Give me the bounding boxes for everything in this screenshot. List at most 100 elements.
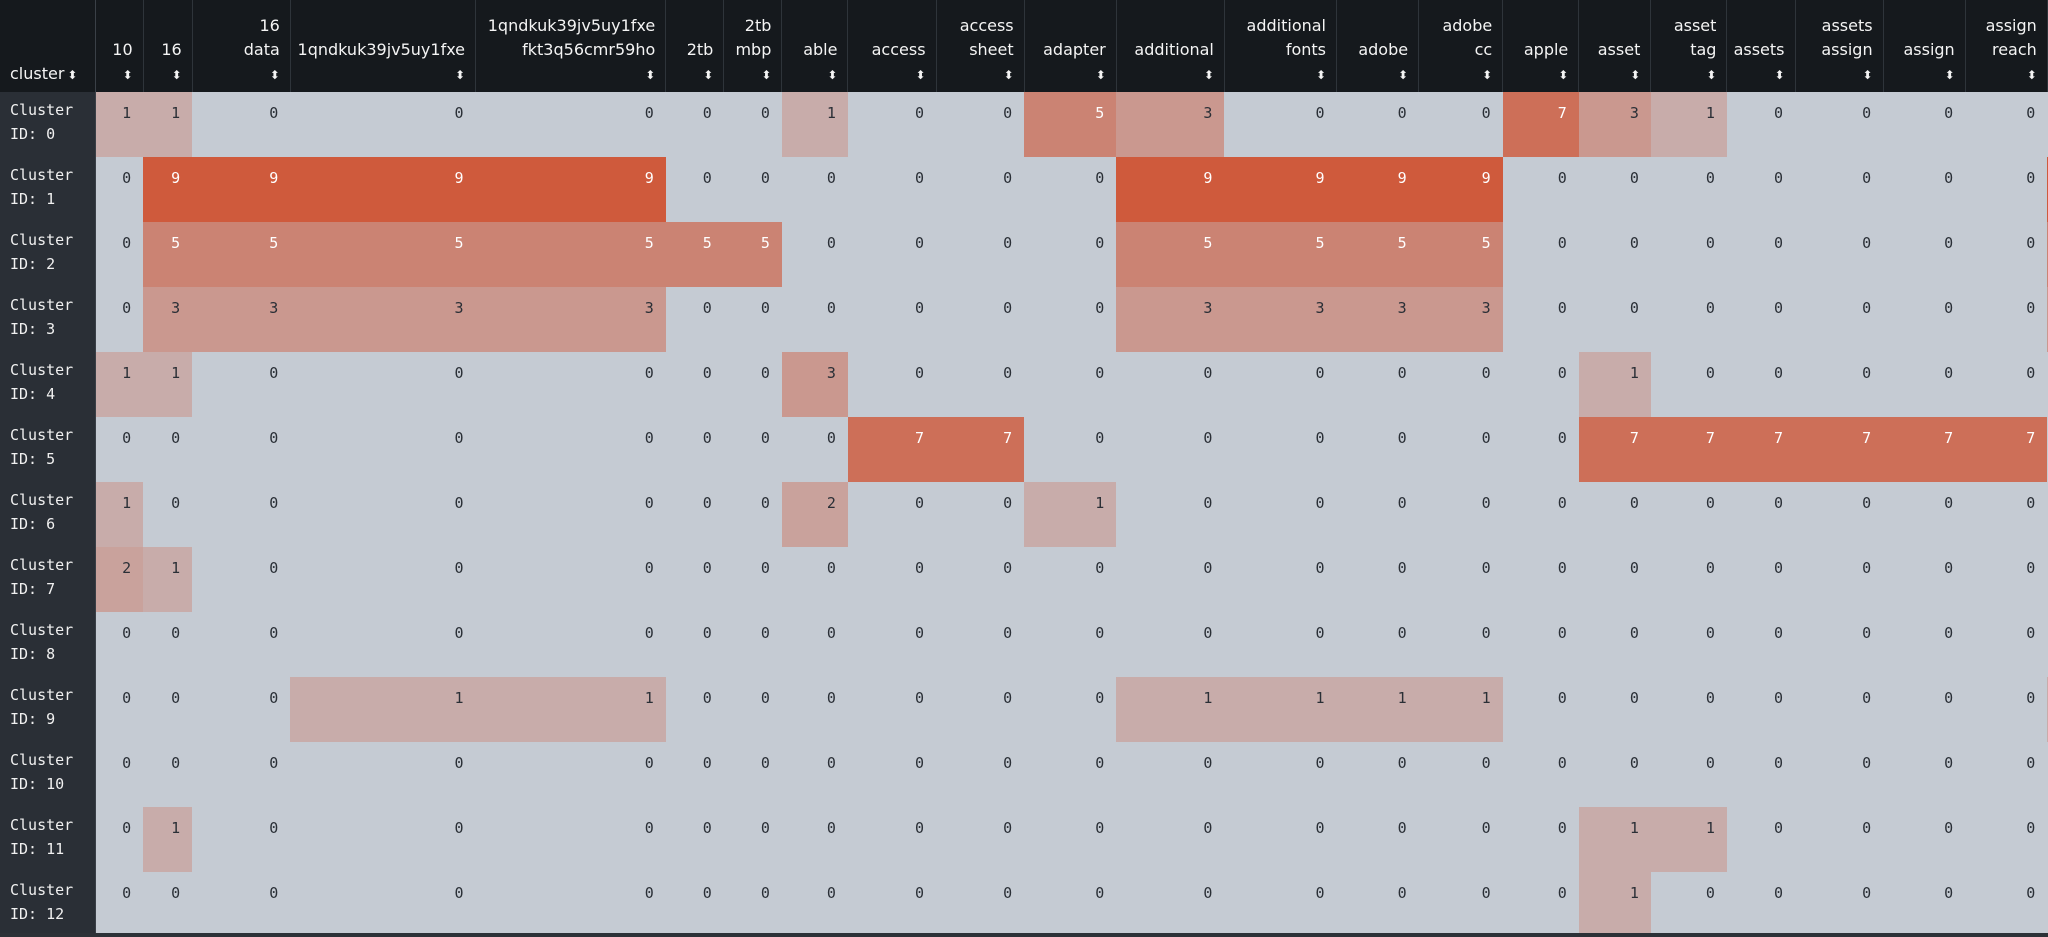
column-header-additional[interactable]: additional ⬍	[1116, 0, 1225, 92]
sort-icon[interactable]: ⬍	[1944, 67, 1955, 82]
sort-icon[interactable]: ⬍	[67, 67, 78, 82]
column-header-assign_reach[interactable]: assign reach ⬍	[1965, 0, 2048, 92]
column-header-10[interactable]: 10 ⬍	[95, 0, 144, 92]
heatmap-cell: 0	[1116, 807, 1225, 872]
heatmap-cell: 0	[936, 222, 1025, 287]
sort-icon[interactable]: ⬍	[761, 67, 772, 82]
sort-icon[interactable]: ⬍	[1630, 67, 1641, 82]
column-header-adobe_cc[interactable]: adobe cc ⬍	[1418, 0, 1504, 92]
heatmap-cell: 3	[1336, 287, 1419, 352]
heatmap-cell: 0	[936, 157, 1025, 222]
heatmap-cell: 5	[1024, 92, 1117, 157]
sort-icon[interactable]: ⬍	[269, 67, 280, 82]
heatmap-cell: 9	[143, 157, 193, 222]
heatmap-cell: 0	[936, 482, 1025, 547]
column-header-assign[interactable]: assign ⬍	[1883, 0, 1966, 92]
sort-icon[interactable]: ⬍	[454, 67, 466, 82]
heatmap-cell: 0	[1578, 287, 1651, 352]
column-header-access_sheet[interactable]: access sheet ⬍	[936, 0, 1025, 92]
heatmap-cell: 0	[847, 482, 937, 547]
heatmap-cell: 0	[475, 742, 666, 807]
column-header-2tb[interactable]: 2tb ⬍	[665, 0, 725, 92]
sort-icon[interactable]: ⬍	[1774, 67, 1785, 82]
heatmap-cell: 0	[1795, 807, 1884, 872]
heatmap-cell: 0	[95, 612, 144, 677]
heatmap-cell: 0	[95, 872, 144, 937]
column-header-adapter[interactable]: adapter ⬍	[1024, 0, 1117, 92]
heatmap-cell: 0	[95, 742, 144, 807]
sort-icon[interactable]: ⬍	[1315, 67, 1326, 82]
column-header-16_data[interactable]: 16 data ⬍	[192, 0, 291, 92]
heatmap-cell: 0	[290, 807, 476, 872]
column-header-h1[interactable]: 1qndkuk39jv5uy1fxe ⬍	[290, 0, 477, 92]
sort-icon[interactable]: ⬍	[915, 67, 926, 82]
heatmap-cell: 0	[475, 547, 666, 612]
heatmap-cell: 1	[1578, 352, 1651, 417]
sort-icon[interactable]: ⬍	[1203, 67, 1214, 82]
column-header-access[interactable]: access ⬍	[847, 0, 937, 92]
heatmap-cell: 0	[1883, 677, 1966, 742]
sort-icon[interactable]: ⬍	[1095, 67, 1106, 82]
column-header-assets[interactable]: assets ⬍	[1726, 0, 1796, 92]
heatmap-cell: 0	[290, 352, 476, 417]
sort-icon[interactable]: ⬍	[827, 67, 838, 82]
sort-icon[interactable]: ⬍	[1003, 67, 1014, 82]
sort-icon[interactable]: ⬍	[1706, 67, 1717, 82]
heatmap-cell: 1	[1578, 872, 1651, 937]
sort-icon[interactable]: ⬍	[645, 67, 656, 82]
sort-icon[interactable]: ⬍	[1398, 67, 1409, 82]
column-header-cluster[interactable]: cluster ⬍	[0, 0, 96, 92]
row-header-cluster-id: Cluster ID: 5	[0, 417, 96, 482]
heatmap-cell: 0	[665, 742, 724, 807]
heatmap-cell: 0	[847, 352, 937, 417]
column-header-asset_tag[interactable]: asset tag ⬍	[1650, 0, 1728, 92]
heatmap-cell: 0	[1502, 482, 1579, 547]
heatmap-cell: 0	[1336, 417, 1419, 482]
sort-icon[interactable]: ⬍	[1558, 67, 1569, 82]
sort-icon[interactable]: ⬍	[1482, 67, 1493, 82]
row-header-cluster-id: Cluster ID: 9	[0, 677, 96, 742]
heatmap-cell: 0	[1502, 677, 1579, 742]
heatmap-cell: 0	[1650, 547, 1727, 612]
column-header-16[interactable]: 16 ⬍	[143, 0, 193, 92]
column-header-h2[interactable]: 1qndkuk39jv5uy1fxe fkt3q56cmr59ho ⬍	[475, 0, 667, 92]
heatmap-cell: 0	[1795, 352, 1884, 417]
heatmap-cell: 1	[143, 547, 193, 612]
heatmap-cell: 0	[723, 872, 782, 937]
heatmap-cell: 1	[1650, 92, 1727, 157]
column-header-asset[interactable]: asset ⬍	[1578, 0, 1652, 92]
heatmap-cell: 0	[95, 417, 144, 482]
sort-icon[interactable]: ⬍	[2026, 67, 2037, 82]
horizontal-scrollbar-track[interactable]	[0, 933, 2048, 937]
heatmap-cell: 0	[290, 872, 476, 937]
column-header-2tb_mbp[interactable]: 2tb mbp ⬍	[723, 0, 783, 92]
column-header-additional_fonts[interactable]: additional fonts ⬍	[1224, 0, 1338, 92]
heatmap-cell: 0	[1336, 547, 1419, 612]
row-header-cluster-id: Cluster ID: 12	[0, 872, 96, 937]
heatmap-cell: 0	[1795, 157, 1884, 222]
heatmap-cell: 0	[665, 872, 724, 937]
column-header-label: 2tb	[686, 40, 714, 59]
heatmap-cell: 7	[1726, 417, 1795, 482]
heatmap-cell: 0	[936, 807, 1025, 872]
column-header-assets_assign[interactable]: assets assign ⬍	[1795, 0, 1884, 92]
column-header-adobe[interactable]: adobe ⬍	[1336, 0, 1420, 92]
heatmap-cell: 0	[1578, 157, 1651, 222]
column-header-label: additional	[1134, 40, 1214, 59]
heatmap-cell: 0	[1883, 287, 1966, 352]
column-header-apple[interactable]: apple ⬍	[1502, 0, 1580, 92]
column-header-label: asset	[1673, 16, 1717, 35]
heatmap-cell: 0	[1965, 612, 2048, 677]
heatmap-cell: 0	[1418, 352, 1503, 417]
sort-icon[interactable]: ⬍	[171, 67, 182, 82]
heatmap-cell: 0	[1650, 612, 1727, 677]
sort-icon[interactable]: ⬍	[1862, 67, 1873, 82]
heatmap-cell: 9	[1224, 157, 1337, 222]
sort-icon[interactable]: ⬍	[703, 67, 714, 82]
sort-icon[interactable]: ⬍	[122, 67, 133, 82]
column-header-able[interactable]: able ⬍	[781, 0, 849, 92]
heatmap-cell: 0	[1116, 872, 1225, 937]
heatmap-cell: 0	[1965, 92, 2048, 157]
